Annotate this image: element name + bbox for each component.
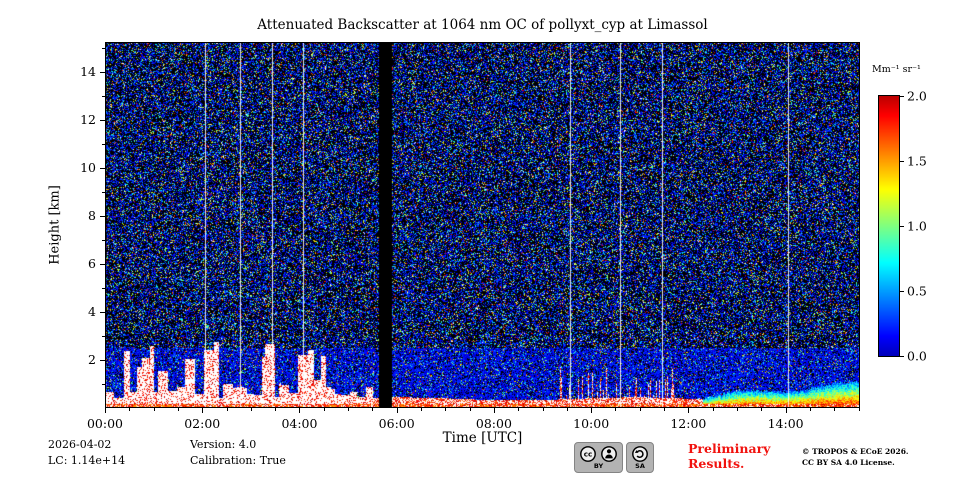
colorbar-tick-mark (900, 96, 904, 97)
y-minor-tick-mark (102, 192, 105, 193)
x-tick-label: 06:00 (378, 416, 415, 431)
y-tick-mark (100, 72, 105, 73)
x-tick-label: 04:00 (281, 416, 318, 431)
colorbar-tick-mark (900, 291, 904, 292)
copyright-line1: © TROPOS & ECoE 2026. (802, 447, 909, 456)
x-minor-tick-mark (153, 408, 155, 411)
sa-arrow-icon (632, 446, 648, 462)
cc-icon: cc (580, 446, 596, 462)
y-tick-label: 2 (88, 351, 96, 367)
colorbar-tick-mark (900, 226, 904, 227)
x-tick-label: 08:00 (475, 416, 512, 431)
x-minor-tick-mark (129, 408, 131, 411)
x-minor-tick-mark (372, 408, 374, 411)
by-label: BY (593, 462, 604, 470)
y-minor-tick-mark (102, 144, 105, 145)
x-minor-tick-mark (421, 408, 422, 411)
x-minor-tick-mark (518, 408, 520, 411)
cc-text: cc (584, 450, 593, 459)
x-tick-mark (202, 408, 204, 413)
x-minor-tick-mark (639, 408, 641, 411)
colorbar (878, 95, 900, 357)
x-minor-tick-mark (275, 408, 277, 411)
x-minor-tick-mark (761, 408, 763, 411)
y-minor-tick-mark (102, 288, 105, 289)
y-tick-mark (100, 264, 105, 265)
y-tick-label: 14 (80, 63, 96, 79)
y-tick-label: 8 (88, 207, 96, 223)
y-minor-tick-mark (102, 240, 105, 241)
y-tick-mark (100, 312, 105, 313)
preliminary-note: Preliminary Results. (688, 441, 771, 471)
colorbar-canvas (879, 96, 899, 356)
y-tick-mark (100, 168, 105, 169)
colorbar-tick-label: 2.0 (907, 88, 927, 104)
colorbar-tick-label: 1.5 (907, 153, 927, 169)
y-minor-tick-mark (102, 336, 105, 337)
cc-by-icons: cc (579, 445, 618, 463)
x-tick-mark (299, 408, 301, 413)
x-tick-mark (785, 408, 787, 413)
x-tick-label: 14:00 (767, 416, 804, 431)
x-tick-label: 12:00 (670, 416, 707, 431)
y-minor-tick-mark (102, 48, 105, 49)
x-minor-tick-mark (226, 408, 228, 411)
x-tick-label: 10:00 (573, 416, 610, 431)
x-tick-mark (591, 408, 593, 413)
copyright-line2: CC BY SA 4.0 License. (802, 457, 895, 467)
copyright-note: © TROPOS & ECoE 2026. CC BY SA 4.0 Licen… (802, 447, 947, 468)
x-tick-mark (688, 408, 690, 413)
x-minor-tick-mark (737, 408, 738, 411)
y-tick-mark (100, 216, 105, 217)
x-minor-tick-mark (445, 408, 447, 411)
x-tick-label: 02:00 (184, 416, 221, 431)
colorbar-tick-label: 0.5 (907, 283, 927, 299)
x-minor-tick-mark (566, 408, 568, 411)
x-tick-mark (493, 408, 495, 413)
y-axis-label: Height [km] (47, 185, 63, 265)
x-minor-tick-mark (809, 408, 811, 411)
x-axis-label: Time [UTC] (442, 430, 523, 446)
x-minor-tick-mark (542, 408, 544, 411)
cc-by-badge: cc BY (574, 442, 623, 473)
x-minor-tick-mark (177, 408, 179, 411)
y-tick-mark (100, 120, 105, 121)
x-minor-tick-mark (615, 408, 617, 411)
y-minor-tick-mark (102, 96, 105, 97)
colorbar-tick-label: 1.0 (907, 218, 927, 234)
by-person-icon (601, 446, 617, 462)
heatmap-canvas (105, 42, 860, 408)
cc-license-badges: cc BY SA (574, 442, 654, 473)
x-minor-tick-mark (348, 408, 350, 411)
colorbar-tick-label: 0.0 (907, 348, 927, 364)
footer-date: 2026-04-02 (48, 438, 112, 451)
y-tick-label: 12 (80, 111, 96, 127)
x-minor-tick-mark (664, 408, 666, 411)
cc-sa-badge: SA (626, 442, 654, 473)
x-tick-mark (396, 408, 398, 413)
colorbar-tick-mark (900, 161, 904, 162)
y-tick-label: 6 (88, 255, 96, 271)
y-minor-tick-mark (102, 384, 105, 385)
y-tick-mark (100, 360, 105, 361)
footer-version: Version: 4.0 (190, 438, 257, 451)
x-minor-tick-mark (323, 408, 325, 411)
x-tick-label: 00:00 (86, 416, 124, 431)
y-tick-label: 10 (80, 159, 96, 175)
x-minor-tick-mark (858, 408, 860, 411)
chart-title: Attenuated Backscatter at 1064 nm OC of … (257, 17, 708, 33)
x-minor-tick-mark (834, 408, 836, 411)
x-minor-tick-mark (712, 408, 714, 411)
x-tick-mark (105, 408, 106, 413)
x-minor-tick-mark (469, 408, 471, 411)
sa-label: SA (635, 462, 645, 470)
colorbar-label: Mm⁻¹ sr⁻¹ (872, 64, 921, 75)
colorbar-tick-mark (900, 356, 904, 357)
footer-lidar-constant: LC: 1.14e+14 (48, 454, 126, 467)
x-minor-tick-mark (250, 408, 252, 411)
footer-calibration: Calibration: True (190, 454, 286, 467)
y-tick-label: 4 (88, 303, 96, 319)
